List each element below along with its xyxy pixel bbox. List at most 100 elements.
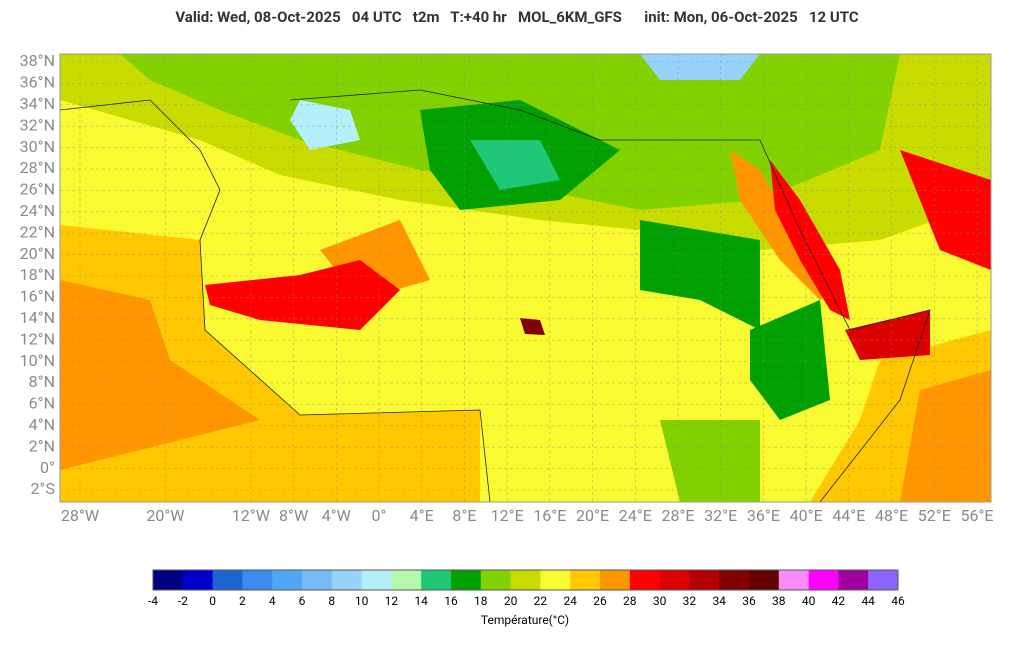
- colorbar-bin: [629, 570, 660, 590]
- lat-label: 16°N: [20, 287, 55, 306]
- colorbar-tick-label: 10: [355, 594, 369, 608]
- lat-label: 32°N: [20, 115, 55, 134]
- colorbar-tick-label: 18: [474, 594, 488, 608]
- colorbar-title: Température(°C): [481, 613, 569, 627]
- green-patch: [750, 300, 830, 420]
- colorbar-tick-label: 38: [772, 594, 786, 608]
- colorbar-tick-label: 32: [683, 594, 697, 608]
- colorbar-bin: [540, 570, 571, 590]
- colorbar-tick-label: 12: [385, 594, 399, 608]
- colorbar-bin: [510, 570, 541, 590]
- colorbar-bin: [838, 570, 869, 590]
- colorbar-tick-label: -4: [148, 594, 158, 608]
- teal-patch: [470, 140, 560, 190]
- colorbar-bin: [808, 570, 839, 590]
- green-patch: [640, 220, 760, 330]
- lat-label: 14°N: [20, 308, 55, 327]
- colorbar-bin: [391, 570, 422, 590]
- lon-label: 0°: [372, 506, 387, 525]
- gulf-aden-hot: [845, 310, 930, 360]
- lat-label: 2°S: [31, 479, 55, 498]
- lon-label: 24°E: [619, 506, 652, 525]
- title: Valid: Wed, 08-Oct-2025 04 UTC t2m T:+40…: [175, 8, 859, 26]
- colorbar-bin: [302, 570, 333, 590]
- colorbar-bin: [719, 570, 750, 590]
- colorbar-bin: [570, 570, 601, 590]
- green-patch: [660, 420, 760, 502]
- colorbar-tick-label: 46: [891, 594, 905, 608]
- colorbar-tick-label: 20: [504, 594, 518, 608]
- colorbar-tick-label: 22: [534, 594, 548, 608]
- lon-label: 36°E: [747, 506, 780, 525]
- colorbar-bin: [421, 570, 452, 590]
- lon-label: 8°W: [279, 506, 308, 525]
- lon-label: 32°E: [704, 506, 737, 525]
- colorbar-tick-label: 14: [414, 594, 428, 608]
- lon-label: 52°E: [918, 506, 951, 525]
- cool-patch: [640, 54, 760, 80]
- lat-label: 0°: [40, 458, 55, 477]
- lat-label: 6°N: [29, 394, 55, 413]
- lon-label: 4°W: [322, 506, 351, 525]
- colorbar-tick-label: -2: [178, 594, 188, 608]
- ocean-east-hot: [900, 370, 991, 502]
- colorbar-tick-label: 0: [209, 594, 216, 608]
- colorbar-bin: [749, 570, 780, 590]
- lat-label: 22°N: [20, 222, 55, 241]
- lon-label: 16°E: [533, 506, 566, 525]
- ocean-hot: [60, 280, 260, 470]
- colorbar-bin: [182, 570, 213, 590]
- colorbar-bin: [689, 570, 720, 590]
- colorbar-tick-label: 26: [593, 594, 607, 608]
- colorbar-bin: [242, 570, 273, 590]
- colorbar-tick-label: 2: [239, 594, 246, 608]
- lat-label: 28°N: [20, 158, 55, 177]
- colorbar-bin: [480, 570, 511, 590]
- lat-label: 34°N: [20, 94, 55, 113]
- red-sea-hot: [770, 160, 850, 320]
- lon-label: 12°E: [491, 506, 524, 525]
- lat-label: 4°N: [29, 415, 55, 434]
- lat-label: 30°N: [20, 137, 55, 156]
- lon-label: 20°E: [576, 506, 609, 525]
- colorbar-bin: [868, 570, 899, 590]
- lat-label: 10°N: [20, 351, 55, 370]
- hot-region: [205, 260, 400, 330]
- coastline: [60, 99, 491, 502]
- colorbar-bin: [272, 570, 303, 590]
- lat-label: 20°N: [20, 244, 55, 263]
- lat-label: 26°N: [20, 180, 55, 199]
- map-frame: [59, 53, 992, 503]
- colorbar-bin: [361, 570, 392, 590]
- lat-label: 2°N: [29, 436, 55, 455]
- colorbar-bin: [331, 570, 362, 590]
- colorbar-bin: [212, 570, 243, 590]
- colorbar-bin: [659, 570, 690, 590]
- lon-label: 8°E: [452, 506, 476, 525]
- colorbar-tick-label: 8: [328, 594, 335, 608]
- lat-label: 8°N: [29, 372, 55, 391]
- colorbar-tick-label: 4: [269, 594, 276, 608]
- lat-label: 38°N: [20, 51, 55, 70]
- arabia-hot: [900, 150, 991, 270]
- colorbar-tick-label: 36: [742, 594, 756, 608]
- lon-label: 12°W: [232, 506, 270, 525]
- lat-label: 24°N: [20, 201, 55, 220]
- lon-label: 48°E: [875, 506, 908, 525]
- colorbar-tick-label: 6: [299, 594, 306, 608]
- lon-label: 28°E: [661, 506, 694, 525]
- lon-label: 28°W: [61, 506, 99, 525]
- lon-label: 56°E: [960, 506, 993, 525]
- hottest-spot: [520, 318, 545, 335]
- lon-label: 40°E: [790, 506, 823, 525]
- colorbar-tick-label: 16: [444, 594, 458, 608]
- lon-label: 44°E: [832, 506, 865, 525]
- colorbar-bin: [451, 570, 482, 590]
- lon-label: 4°E: [410, 506, 434, 525]
- colorbar-bin: [600, 570, 631, 590]
- lat-label: 36°N: [20, 73, 55, 92]
- colorbar-tick-label: 28: [623, 594, 637, 608]
- colorbar-bin: [778, 570, 809, 590]
- colorbar-tick-label: 34: [712, 594, 726, 608]
